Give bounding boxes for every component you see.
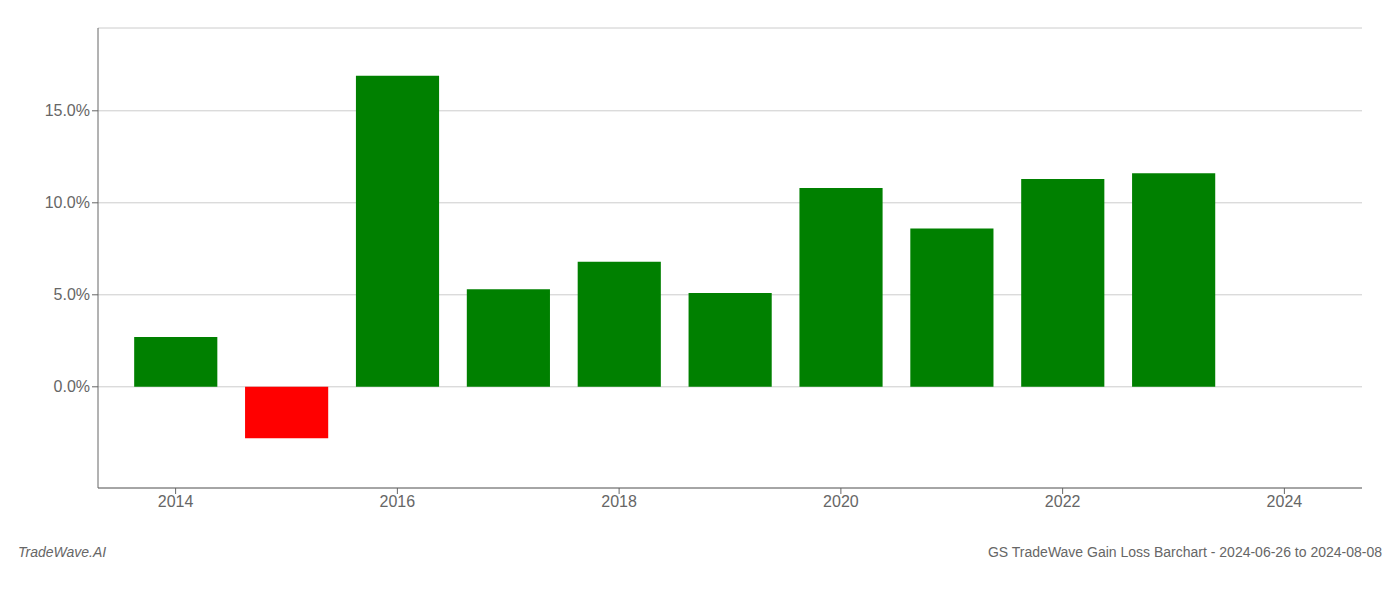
- svg-text:2024: 2024: [1267, 493, 1303, 510]
- svg-text:2022: 2022: [1045, 493, 1081, 510]
- svg-text:2014: 2014: [158, 493, 194, 510]
- svg-text:10.0%: 10.0%: [45, 194, 90, 211]
- svg-text:0.0%: 0.0%: [54, 378, 90, 395]
- svg-text:2018: 2018: [601, 493, 637, 510]
- html-text:TradeWave.AI: TradeWave.AI: [18, 544, 107, 560]
- svg-text:2020: 2020: [823, 493, 859, 510]
- svg-text:2016: 2016: [380, 493, 416, 510]
- html-text:GS TradeWave Gain Loss Barchar: GS TradeWave Gain Loss Barchart - 2024-0…: [988, 544, 1382, 560]
- svg-text:5.0%: 5.0%: [54, 286, 90, 303]
- svg-text:15.0%: 15.0%: [45, 102, 90, 119]
